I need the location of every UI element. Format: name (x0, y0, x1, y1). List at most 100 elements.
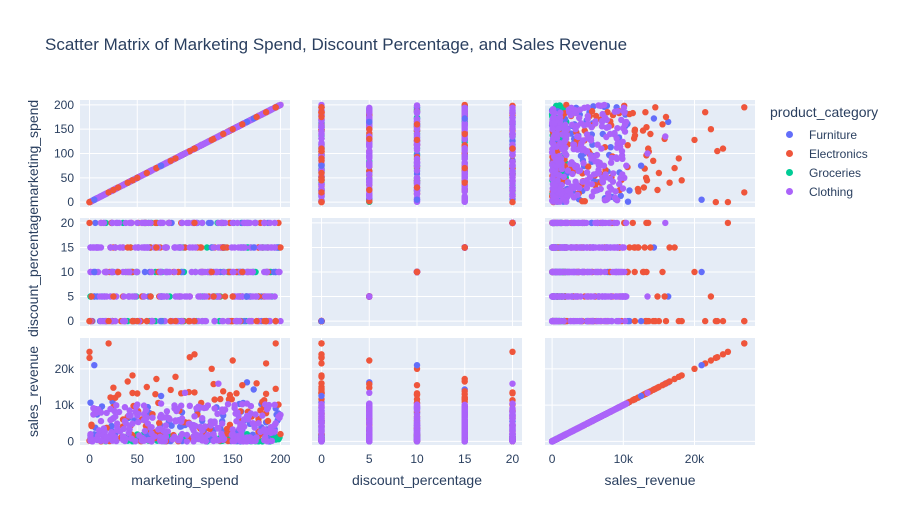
data-point-clothing (239, 401, 246, 408)
data-point-clothing (580, 160, 587, 167)
data-point-clothing (578, 268, 586, 276)
data-point-electronics (640, 184, 648, 191)
data-point-clothing (188, 268, 195, 276)
data-point-electronics (604, 109, 611, 116)
data-point-furniture (637, 162, 645, 169)
data-point-electronics (191, 145, 198, 152)
data-point-electronics (272, 104, 279, 111)
data-point-electronics (318, 198, 325, 206)
data-point-clothing (589, 317, 596, 325)
data-point-electronics (509, 198, 516, 206)
data-point-electronics (208, 268, 215, 276)
data-point-clothing (548, 167, 556, 174)
panel-marketing_spend-vs-discount_percentage (312, 100, 522, 207)
data-point-electronics (642, 317, 650, 325)
data-point-electronics (626, 244, 633, 251)
data-point-clothing (192, 244, 199, 251)
data-point-electronics (741, 189, 748, 196)
data-point-electronics (129, 389, 136, 397)
data-point-clothing (186, 293, 193, 300)
data-point-clothing (149, 414, 156, 421)
data-point-electronics (239, 268, 246, 276)
data-point-clothing (577, 142, 584, 149)
data-point-clothing (561, 149, 568, 156)
data-point-clothing (603, 124, 610, 131)
points-group (318, 219, 516, 325)
data-point-clothing (318, 435, 325, 443)
data-point-electronics (741, 317, 748, 325)
data-point-electronics (253, 317, 260, 325)
data-point-clothing (186, 402, 193, 409)
data-point-clothing (174, 405, 181, 412)
data-point-clothing (163, 244, 171, 251)
panel-marketing_spend-vs-marketing_spend (80, 100, 290, 207)
data-point-electronics (191, 317, 198, 325)
data-point-electronics (110, 186, 117, 194)
data-point-electronics (147, 293, 154, 300)
data-point-clothing (119, 317, 127, 325)
data-point-clothing (219, 406, 226, 413)
data-point-clothing (570, 317, 577, 325)
data-point-clothing (576, 106, 584, 113)
data-point-clothing (103, 409, 110, 417)
data-point-electronics (124, 244, 131, 251)
data-point-clothing (243, 268, 251, 276)
data-point-clothing (556, 293, 564, 300)
data-point-clothing (564, 219, 571, 227)
data-point-clothing (616, 180, 623, 188)
data-point-clothing (551, 181, 559, 189)
data-point-electronics (105, 317, 112, 325)
data-point-clothing (219, 317, 226, 325)
data-point-clothing (157, 400, 165, 407)
data-point-clothing (577, 293, 584, 300)
data-point-clothing (148, 268, 155, 276)
data-point-clothing (97, 193, 105, 200)
data-point-clothing (584, 135, 592, 142)
data-point-clothing (243, 219, 251, 227)
data-point-clothing (135, 244, 142, 251)
data-point-clothing (109, 430, 116, 437)
data-point-clothing (509, 161, 516, 168)
data-point-clothing (413, 167, 421, 174)
data-point-electronics (277, 244, 284, 251)
data-point-electronics (645, 145, 652, 152)
data-point-clothing (509, 133, 516, 140)
data-point-electronics (640, 268, 648, 276)
data-point-electronics (208, 365, 215, 372)
data-point-clothing (112, 317, 119, 325)
data-point-clothing (255, 420, 262, 427)
data-point-clothing (576, 114, 583, 122)
data-point-electronics (88, 422, 95, 430)
data-point-electronics (115, 268, 122, 276)
data-point-clothing (96, 293, 104, 300)
data-point-clothing (119, 436, 127, 444)
data-point-clothing (461, 145, 468, 152)
data-point-clothing (619, 293, 627, 300)
data-point-clothing (228, 244, 235, 251)
data-point-clothing (366, 113, 373, 121)
data-point-electronics (413, 391, 421, 398)
data-point-clothing (572, 178, 579, 185)
data-point-clothing (275, 413, 282, 420)
data-point-clothing (143, 244, 150, 251)
data-point-clothing (614, 125, 621, 132)
data-point-clothing (596, 293, 603, 300)
data-point-electronics (675, 155, 682, 162)
data-point-clothing (583, 244, 591, 251)
data-point-clothing (116, 428, 124, 435)
data-point-clothing (162, 268, 170, 276)
data-point-clothing (553, 156, 560, 163)
data-point-clothing (594, 219, 601, 227)
data-point-clothing (549, 175, 556, 182)
data-point-electronics (509, 348, 516, 355)
data-point-clothing (210, 437, 217, 445)
data-point-furniture (91, 196, 98, 203)
data-point-clothing (191, 413, 198, 420)
data-point-clothing (366, 389, 373, 396)
data-point-electronics (631, 268, 638, 276)
data-point-clothing (413, 108, 421, 115)
data-point-electronics (272, 340, 279, 347)
data-point-electronics (635, 244, 642, 251)
data-point-clothing (509, 380, 516, 387)
data-point-electronics (318, 113, 325, 121)
